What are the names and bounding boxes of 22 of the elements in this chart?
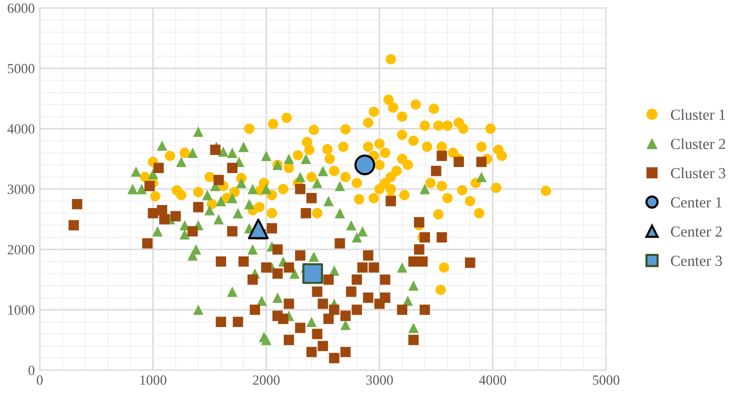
y-tick-label: 1000 xyxy=(8,305,34,315)
y-tick-label: 5000 xyxy=(8,64,34,74)
x-tick-label: 2000 xyxy=(252,375,280,385)
x-tick-label: 0 xyxy=(36,375,43,385)
legend-label: Cluster 2 xyxy=(670,138,726,150)
legend-label: Cluster 1 xyxy=(670,109,726,120)
y-tick-label: 4000 xyxy=(7,124,34,134)
y-tick-label: 3000 xyxy=(8,184,34,194)
x-tick-label: 1000 xyxy=(140,375,166,385)
x-tick-label: 5000 xyxy=(592,375,620,385)
point xyxy=(302,263,324,284)
x-tick-label: 4000 xyxy=(479,375,506,385)
legend-label: Center 3 xyxy=(670,256,722,266)
y-tick-label: 0 xyxy=(28,366,34,376)
x-tick-label: 3000 xyxy=(366,375,393,385)
point xyxy=(248,218,269,240)
legend-label: Cluster 3 xyxy=(670,168,726,178)
y-tick-label: 6000 xyxy=(8,4,34,13)
legend-label: Center 2 xyxy=(670,226,722,237)
legend-label: Center 1 xyxy=(670,197,722,208)
point xyxy=(354,154,376,176)
y-tick-label: 2000 xyxy=(8,244,34,254)
